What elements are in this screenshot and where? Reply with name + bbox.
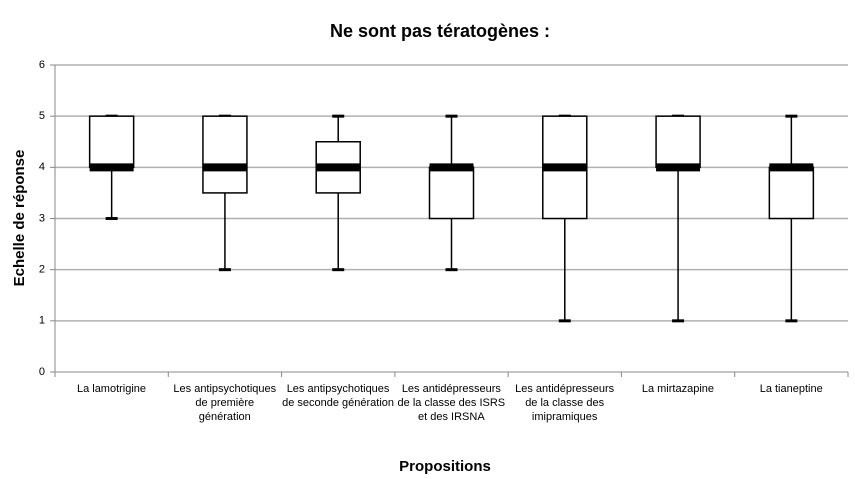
x-tick-label: La lamotrigine <box>76 383 147 395</box>
x-tick-label: La mirtazapine <box>641 383 714 395</box>
y-tick-label: 2 <box>39 264 45 276</box>
box <box>768 166 815 220</box>
box <box>88 115 135 169</box>
x-tick-label: Les antidépresseurs de la classe des imi… <box>515 383 615 423</box>
x-tick-label: Les antipsychotiques de seconde générati… <box>282 383 395 409</box>
y-tick-label: 5 <box>39 110 45 122</box>
chart-title: Ne sont pas tératogènes : <box>330 21 550 41</box>
y-tick-label: 1 <box>39 315 45 327</box>
x-tick-label: Les antidépresseurs de la classe des ISR… <box>397 383 506 423</box>
y-tick-label: 3 <box>39 212 45 224</box>
box <box>655 115 701 169</box>
y-tick-label: 0 <box>39 366 45 378</box>
x-tick-label: Les antipsychotiques de première générat… <box>173 383 277 423</box>
y-tick-label: 4 <box>39 161 45 173</box>
y-axis-title: Echelle de réponse <box>11 150 28 287</box>
x-tick-label: La tianeptine <box>759 383 823 395</box>
box <box>428 166 475 220</box>
x-axis-title: Propositions <box>399 458 491 475</box>
y-tick-label: 6 <box>39 59 45 71</box>
box <box>202 115 248 194</box>
